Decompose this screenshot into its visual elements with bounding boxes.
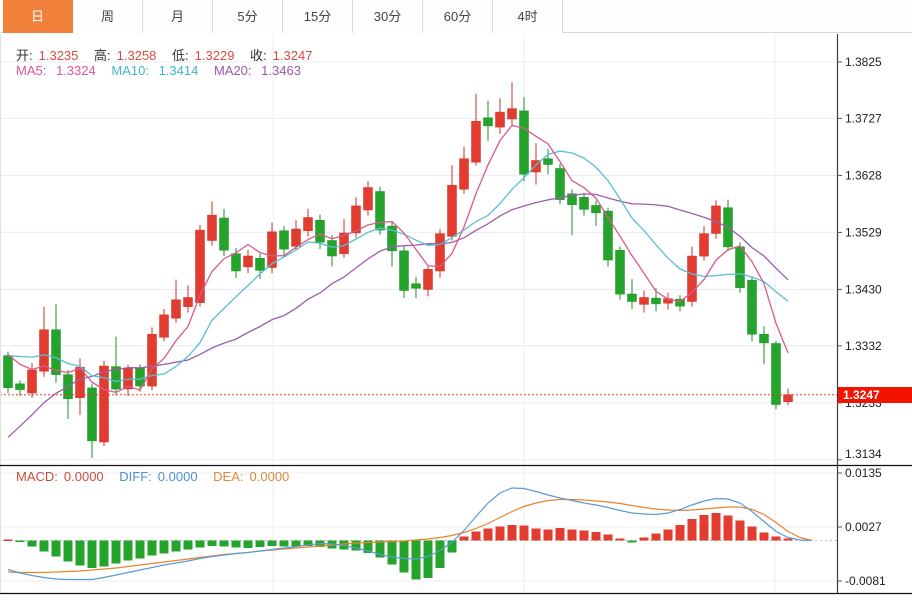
macd-axis-label: 0.0135 — [845, 466, 882, 480]
ma20-value: 1.3463 — [261, 63, 301, 78]
y-axis-label: 1.3825 — [845, 55, 882, 69]
y-axis-label: 1.3628 — [845, 168, 882, 182]
open-value: 1.3235 — [38, 48, 79, 63]
macd-y-axis-labels: 0.0135 0.0027 -0.0081 — [837, 466, 886, 588]
macd-value: 0.0000 — [63, 469, 104, 484]
ma10-label: MA10: — [111, 63, 149, 78]
ma5-label: MA5: — [16, 63, 47, 78]
tab-30min[interactable]: 30分 — [353, 0, 423, 33]
tab-5min[interactable]: 5分 — [213, 0, 283, 33]
ma-readout: MA5: 1.3324 MA10: 1.3414 MA20: 1.3463 — [16, 63, 313, 78]
macd-axis-label: -0.0081 — [845, 574, 886, 588]
main-gridlines — [0, 34, 837, 465]
macd-readout: MACD: 0.0000 DIFF: 0.0000 DEA: 0.0000 — [16, 469, 301, 484]
tab-day[interactable]: 日 — [3, 0, 73, 33]
tab-4hour[interactable]: 4时 — [493, 0, 563, 33]
open-label: 开: — [16, 48, 33, 63]
candles — [3, 82, 793, 459]
dea-value: 0.0000 — [249, 469, 290, 484]
y-axis-label: 1.3430 — [845, 282, 882, 296]
ma10-value: 1.3414 — [158, 63, 199, 78]
ma20-line — [7, 193, 789, 438]
y-axis-label: 1.3727 — [845, 111, 882, 125]
y-axis-label: 1.3332 — [845, 339, 882, 353]
dea-label: DEA: — [213, 469, 244, 484]
macd-histogram — [3, 513, 793, 580]
high-label: 高: — [94, 48, 111, 63]
y-axis-label: 1.3134 — [845, 447, 882, 461]
diff-value: 0.0000 — [157, 469, 198, 484]
ma10-line — [7, 150, 789, 383]
high-value: 1.3258 — [116, 48, 157, 63]
ma20-label: MA20: — [213, 63, 252, 78]
tab-15min[interactable]: 15分 — [283, 0, 353, 33]
ma5-value: 1.3324 — [55, 63, 96, 78]
low-value: 1.3229 — [194, 48, 235, 63]
close-value: 1.3247 — [272, 48, 313, 63]
ohlc-readout: 开: 1.3235 高: 1.3258 低: 1.3229 收: 1.3247 — [16, 45, 324, 64]
tab-60min[interactable]: 60分 — [423, 0, 493, 33]
macd-axis-label: 0.0027 — [845, 520, 882, 534]
low-label: 低: — [172, 48, 189, 63]
ma5-line — [7, 124, 789, 394]
tab-week[interactable]: 周 — [73, 0, 143, 33]
diff-label: DIFF: — [119, 469, 152, 484]
timeframe-tabs: 日 周 月 5分 15分 30分 60分 4时 — [0, 0, 912, 33]
y-axis-label: 1.3529 — [845, 225, 882, 239]
tab-month[interactable]: 月 — [143, 0, 213, 33]
last-price-badge: 1.3247 — [838, 387, 912, 403]
close-label: 收: — [250, 48, 267, 63]
macd-gridlines — [0, 466, 837, 592]
diff-line — [7, 487, 813, 581]
macd-label: MACD: — [16, 469, 58, 484]
